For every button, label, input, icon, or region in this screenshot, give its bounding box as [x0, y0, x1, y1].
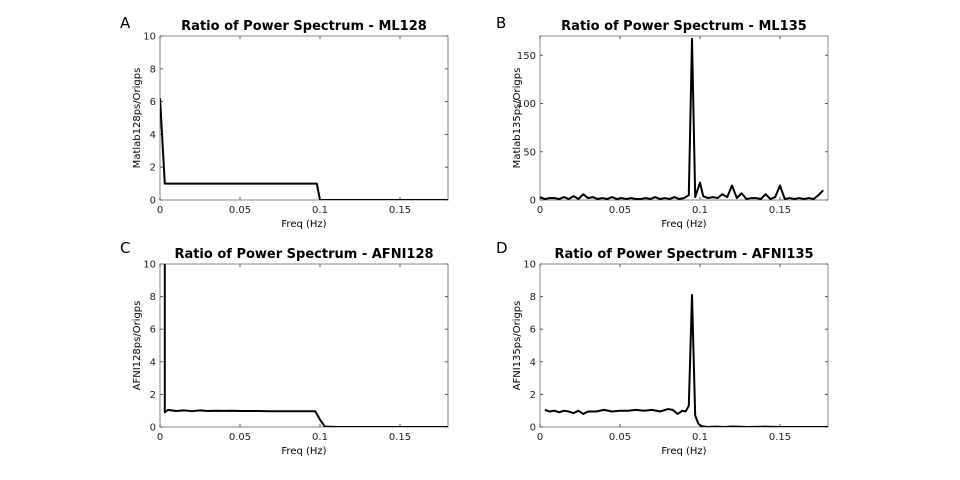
panel-letter: D [496, 239, 508, 257]
series-line-ratio [163, 264, 448, 427]
y-tick-label: 4 [530, 357, 536, 368]
plot-frame [159, 263, 449, 428]
plot-frame [159, 35, 449, 201]
series-line-ratio [540, 37, 824, 200]
x-tick-label: 0.1 [312, 432, 328, 443]
chart-title: Ratio of Power Spectrum - ML135 [561, 19, 807, 34]
panel-d: D Ratio of Power Spectrum - AFNI135 0 0.05 0… [496, 239, 829, 457]
x-axis-label: Freq (Hz) [661, 446, 706, 457]
y-tick-label: 0 [150, 423, 156, 434]
x-tick-label: 0 [537, 432, 543, 443]
plot-frame [539, 263, 829, 428]
y-axis-label: AFNI128ps/Origps [132, 301, 143, 391]
x-tick-label: 0.15 [769, 432, 791, 443]
panel-letter: A [120, 14, 131, 32]
x-tick-label: 0 [537, 205, 543, 216]
y-tick-label: 4 [150, 357, 156, 368]
x-tick-label: 0.15 [769, 205, 791, 216]
x-axis-label: Freq (Hz) [661, 219, 706, 230]
y-tick-label: 0 [530, 423, 536, 434]
panel-letter: B [496, 14, 506, 32]
y-tick-label: 10 [143, 260, 156, 271]
x-tick-label: 0.1 [692, 432, 708, 443]
panel-letter: C [120, 239, 130, 257]
y-tick-label: 2 [150, 163, 156, 174]
y-tick-label: 10 [143, 32, 156, 43]
y-tick-label: 0 [530, 196, 536, 207]
x-tick-label: 0.15 [389, 432, 411, 443]
chart-title: Ratio of Power Spectrum - ML128 [181, 19, 427, 34]
x-tick-label: 0.15 [389, 205, 411, 216]
y-tick-label: 4 [150, 130, 156, 141]
x-tick-label: 0.05 [609, 205, 631, 216]
y-tick-label: 6 [150, 97, 156, 108]
chart-title: Ratio of Power Spectrum - AFNI128 [174, 247, 433, 262]
y-tick-label: 6 [150, 325, 156, 336]
x-tick-label: 0.1 [692, 205, 708, 216]
y-tick-label: 2 [530, 390, 536, 401]
y-tick-label: 100 [517, 99, 536, 110]
y-tick-label: 8 [150, 292, 156, 303]
x-tick-label: 0 [157, 205, 163, 216]
y-tick-label: 2 [150, 390, 156, 401]
y-axis-label: Matlab135ps/Origps [512, 68, 523, 169]
y-tick-label: 0 [150, 196, 156, 207]
x-tick-label: 0 [157, 432, 163, 443]
plot-frame [539, 35, 829, 201]
x-axis-label: Freq (Hz) [281, 219, 326, 230]
y-axis-label: Matlab128ps/Origps [132, 68, 143, 169]
y-tick-label: 8 [530, 292, 536, 303]
x-tick-label: 0.05 [229, 432, 251, 443]
series-line-ratio [160, 98, 448, 200]
x-tick-label: 0.05 [229, 205, 251, 216]
y-tick-label: 10 [523, 260, 536, 271]
y-tick-label: 8 [150, 64, 156, 75]
y-axis-label: AFNI135ps/Origps [512, 301, 523, 391]
panel-c: C Ratio of Power Spectrum - AFNI128 0 0.05 0… [120, 239, 449, 457]
chart-title: Ratio of Power Spectrum - AFNI135 [554, 247, 813, 262]
x-axis-label: Freq (Hz) [281, 446, 326, 457]
series-line-ratio [544, 293, 828, 427]
y-tick-label: 150 [517, 51, 536, 62]
y-tick-label: 50 [523, 147, 536, 158]
x-tick-label: 0.05 [609, 432, 631, 443]
x-tick-label: 0.1 [312, 205, 328, 216]
panel-a: A Ratio of Power Spectrum - ML128 0 0.05 0.1… [120, 14, 449, 230]
y-tick-label: 6 [530, 325, 536, 336]
panel-b: B Ratio of Power Spectrum - ML135 0 0.05 0.1… [496, 14, 829, 230]
